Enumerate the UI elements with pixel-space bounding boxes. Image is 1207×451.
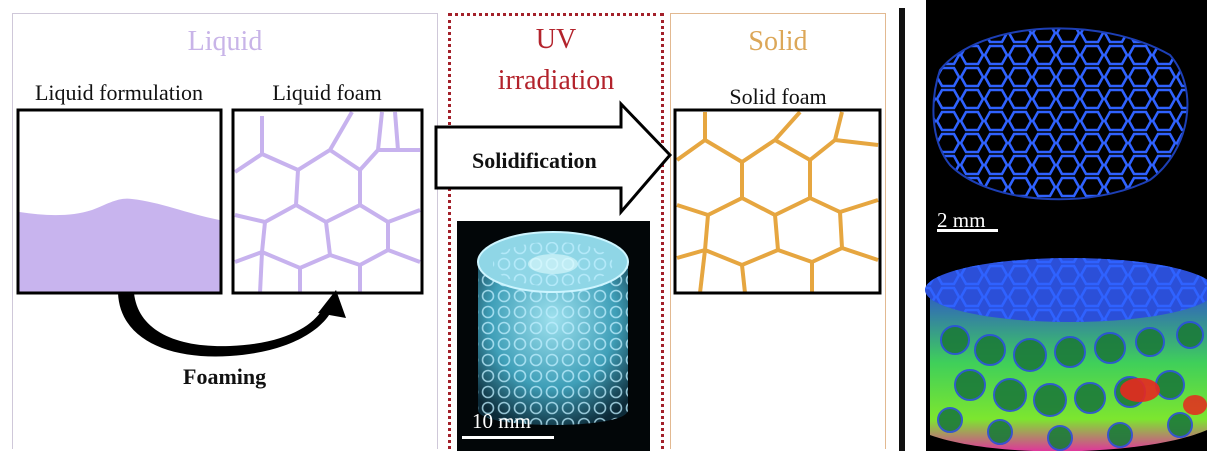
solid-foam-box <box>673 108 882 295</box>
uv-section-title-line2: irradiation <box>497 65 615 96</box>
liquid-section-title: Liquid <box>187 26 263 57</box>
solid-foam-cells <box>675 110 879 293</box>
uv-foam-photo <box>457 221 650 451</box>
scale-bar-2mm <box>937 229 998 232</box>
foaming-label: Foaming <box>183 364 267 389</box>
solid-section-title: Solid <box>748 26 808 57</box>
liquid-fill-shape <box>19 198 220 292</box>
scale-bar-10mm <box>462 436 554 439</box>
tomography-images <box>925 0 1207 451</box>
liquid-foam-box <box>231 108 424 295</box>
liquid-formulation-label: Liquid formulation <box>34 80 204 105</box>
scale-label-10mm: 10 mm <box>472 409 531 433</box>
uv-section-frame <box>448 13 664 449</box>
solid-foam-label: Solid foam <box>729 84 827 109</box>
uv-section-title-line1: UV <box>535 24 577 55</box>
liquid-foam-cells <box>233 110 421 293</box>
solidification-label: Solidification <box>472 148 597 173</box>
solid-section-frame <box>670 13 886 449</box>
liquid-section-frame <box>12 13 438 449</box>
foam-network-scan <box>933 28 1188 200</box>
scale-label-2mm: 2 mm <box>937 208 986 232</box>
liquid-foam-label: Liquid foam <box>272 80 382 105</box>
foaming-arrow <box>118 290 346 357</box>
solidification-arrow <box>434 100 673 217</box>
section-divider <box>899 8 905 451</box>
liquid-formulation-box <box>16 108 223 295</box>
foam-cylinder-scan <box>925 258 1207 451</box>
